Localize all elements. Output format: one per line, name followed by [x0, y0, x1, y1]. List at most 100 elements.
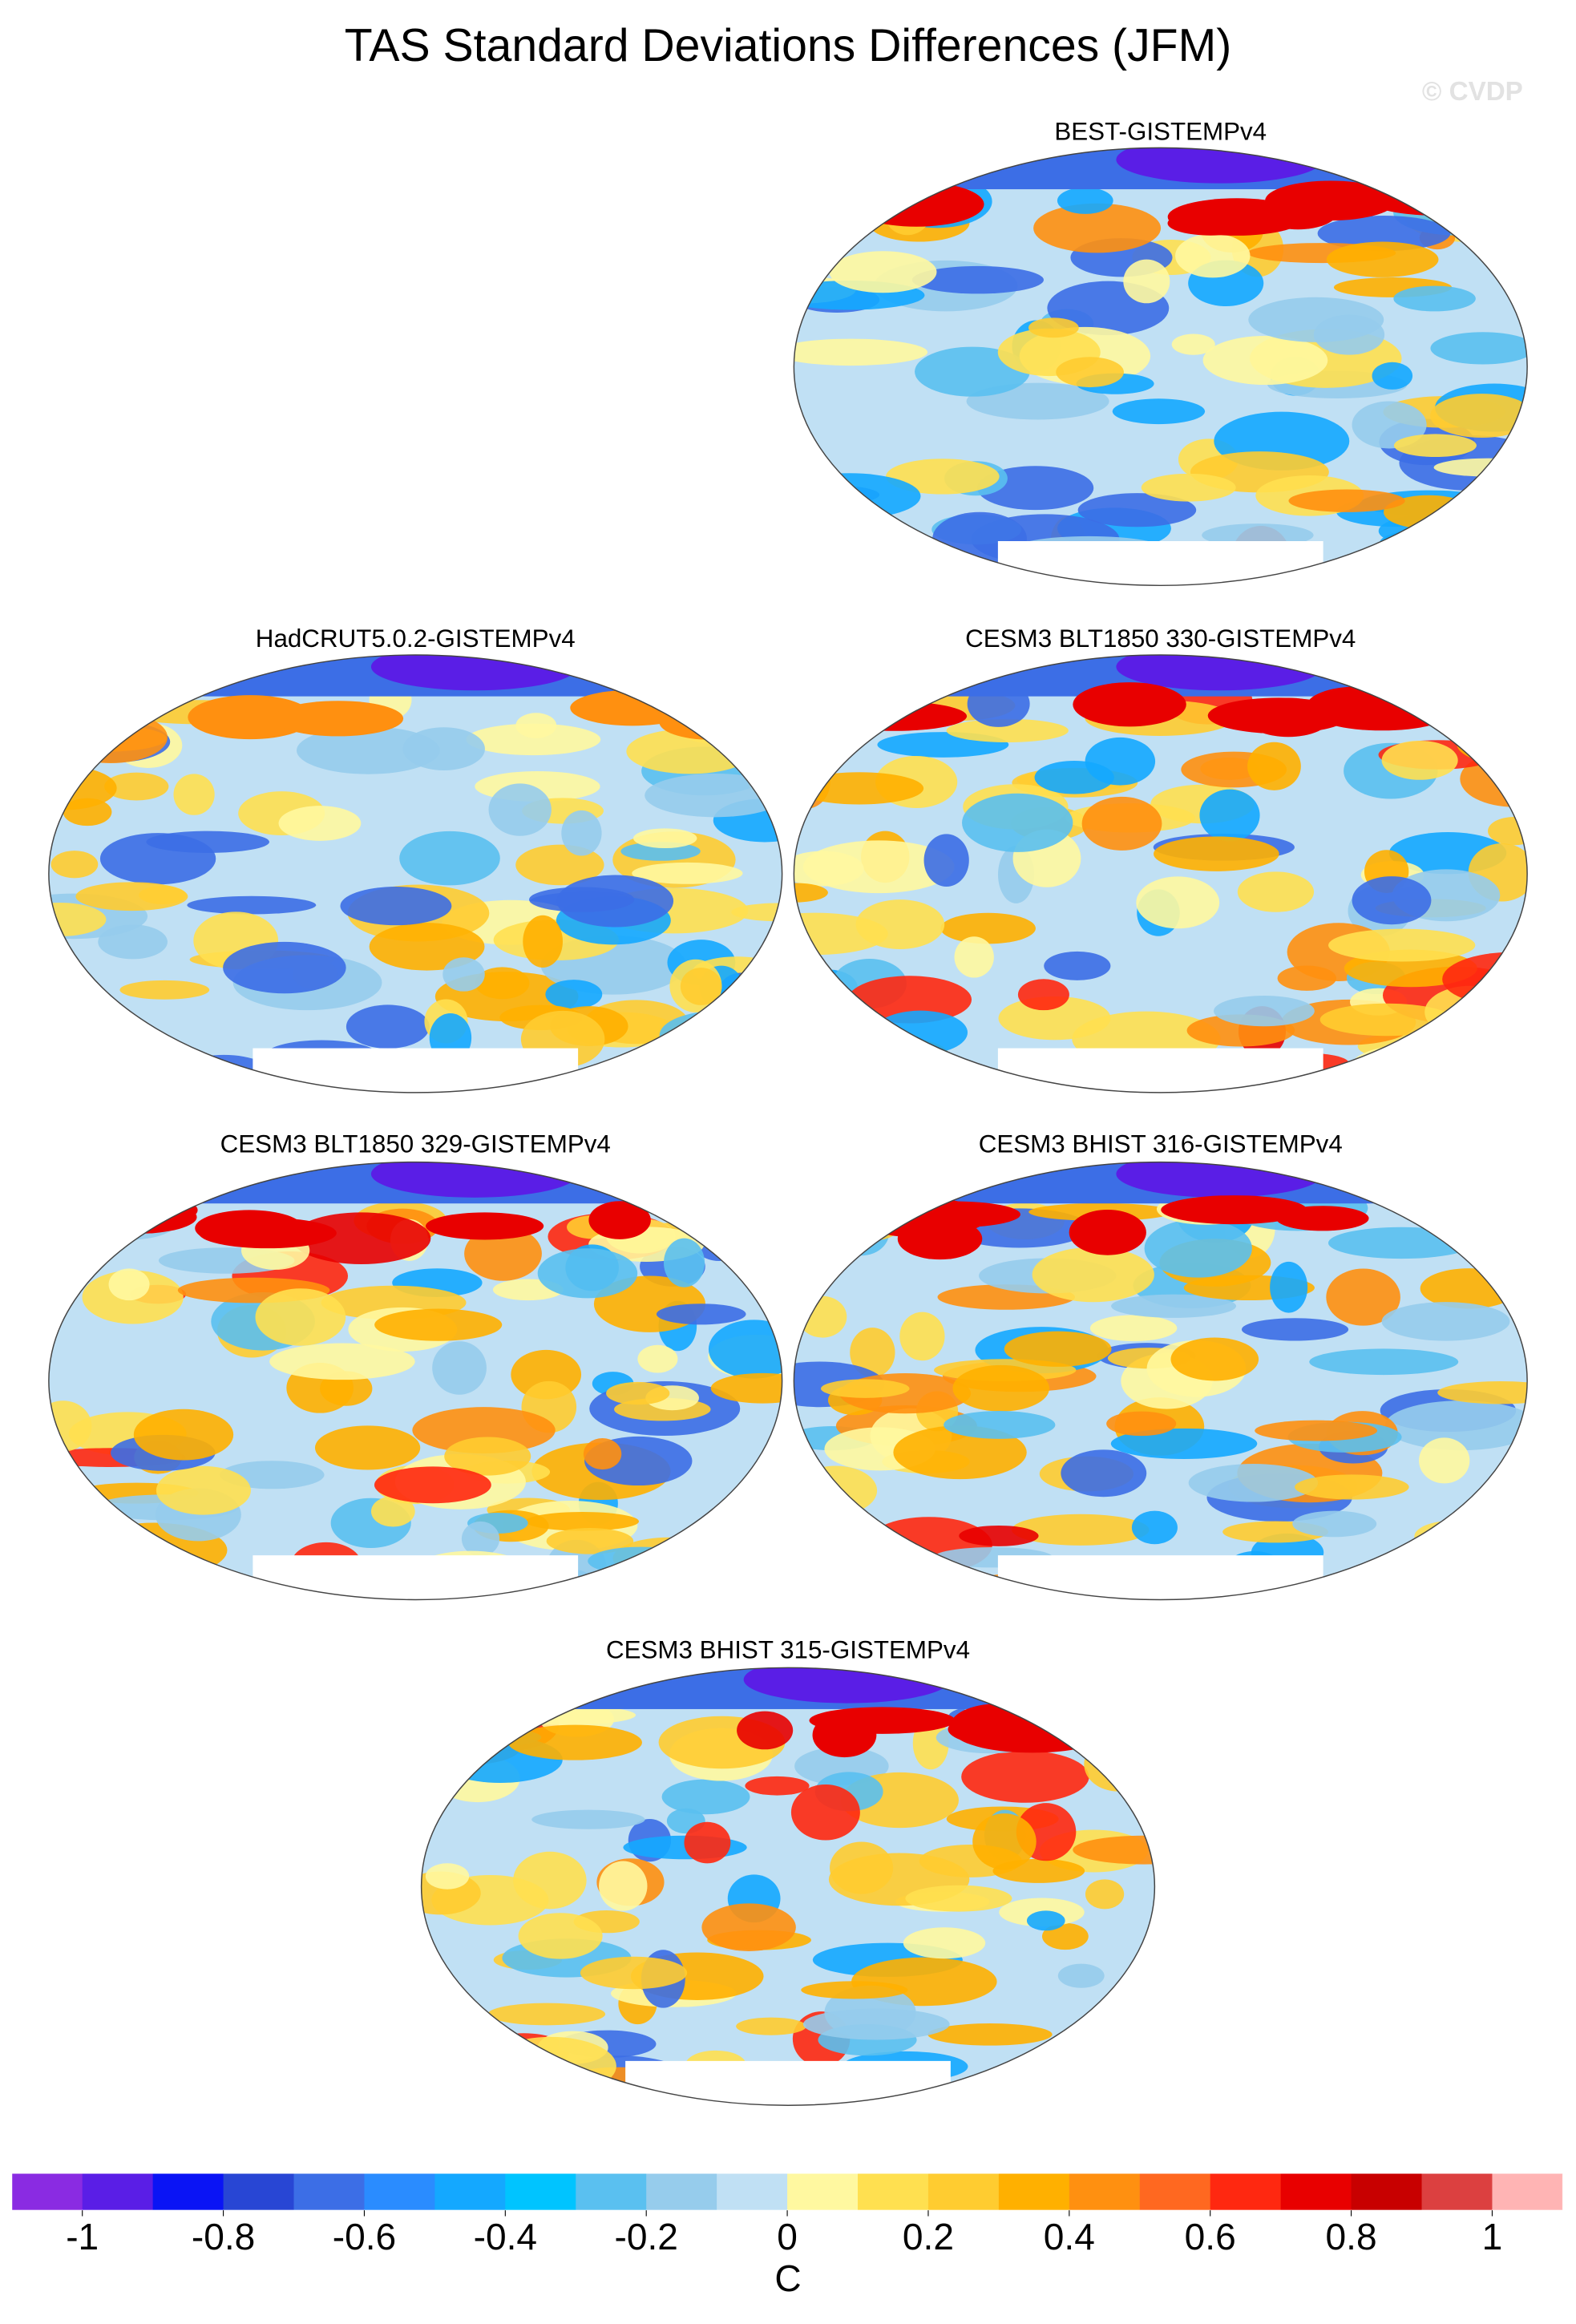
- map: [794, 655, 1528, 1093]
- anomaly-patch: [962, 793, 1073, 852]
- anomaly-patch: [972, 1813, 1037, 1870]
- anomaly-patch: [737, 1711, 794, 1750]
- anomaly-patch: [905, 1885, 1012, 1912]
- anomaly-patch: [374, 1308, 503, 1341]
- anomaly-patch: [806, 1012, 881, 1048]
- anomaly-patch: [922, 2081, 1027, 2106]
- anomaly-patch: [1141, 473, 1236, 502]
- anomaly-patch: [1352, 876, 1432, 925]
- map: [421, 1667, 1155, 2106]
- anomaly-patch: [296, 726, 440, 774]
- anomaly-patch: [1317, 216, 1451, 252]
- antarctic-strip: [794, 1573, 987, 1600]
- anomaly-patch: [444, 1437, 531, 1476]
- anomaly-patch: [561, 810, 602, 856]
- anomaly-patch: [940, 912, 1036, 944]
- anomaly-patch: [659, 1011, 776, 1061]
- panel-title: BEST-GISTEMPv4: [1054, 117, 1267, 145]
- colorbar-tick-label: 0.6: [1185, 2216, 1236, 2257]
- anomaly-patch: [187, 895, 317, 915]
- anomaly-patch: [794, 473, 921, 519]
- anomaly-patch: [833, 1209, 890, 1256]
- anomaly-patch: [794, 1465, 878, 1515]
- anomaly-patch: [804, 544, 946, 564]
- anomaly-patch: [1057, 187, 1113, 214]
- anomaly-patch: [637, 1344, 678, 1373]
- anomaly-patch: [54, 711, 168, 763]
- anomaly-patch: [156, 1465, 251, 1515]
- arctic-warm: [1073, 682, 1186, 727]
- anomaly-patch: [374, 1466, 491, 1504]
- antarctic-missing: [625, 2060, 951, 2106]
- anomaly-patch: [794, 1539, 878, 1582]
- anomaly-patch: [1056, 357, 1124, 388]
- anomaly-patch: [903, 1927, 986, 1959]
- anomaly-patch: [223, 941, 346, 994]
- anomaly-patch: [1277, 965, 1337, 991]
- anomaly-patch: [1136, 876, 1220, 929]
- arctic-warm: [273, 701, 404, 737]
- anomaly-patch: [847, 976, 972, 1024]
- anomaly-patch: [48, 689, 124, 742]
- anomaly-patch: [269, 1343, 415, 1380]
- anomaly-patch: [944, 1411, 1056, 1439]
- anomaly-patch: [466, 723, 601, 756]
- anomaly-patch: [1326, 1268, 1400, 1326]
- anomaly-patch: [794, 505, 859, 537]
- anomaly-patch: [370, 1496, 415, 1527]
- anomaly-patch: [927, 2023, 1053, 2046]
- arctic-core: [1116, 655, 1323, 691]
- anomaly-patch: [794, 534, 855, 575]
- arctic-warm: [588, 1201, 651, 1239]
- colorbar-tick-label: 0.2: [903, 2216, 954, 2257]
- anomaly-patch: [1199, 789, 1260, 842]
- anomaly-patch: [1379, 1037, 1485, 1089]
- anomaly-patch: [488, 783, 552, 836]
- anomaly-patch: [1073, 1835, 1155, 1865]
- anomaly-patch: [1414, 1520, 1493, 1553]
- anomaly-patch: [1430, 394, 1528, 439]
- anomaly-patch: [802, 840, 955, 894]
- anomaly-patch: [798, 1295, 847, 1338]
- anomaly-patch: [1372, 362, 1413, 390]
- colorbar-box: [293, 2173, 366, 2211]
- anomaly-patch: [1352, 401, 1427, 449]
- anomaly-patch: [1430, 332, 1528, 365]
- anomaly-patch: [485, 2036, 616, 2096]
- arctic-warm: [1069, 1209, 1146, 1255]
- anomaly-patch: [346, 1004, 430, 1049]
- anomaly-patch: [537, 1248, 638, 1299]
- arctic-warm: [188, 695, 313, 740]
- colorbar-box: [646, 2173, 717, 2211]
- map: [794, 148, 1528, 586]
- anomaly-patch: [736, 2017, 806, 2035]
- colorbar-box: [1421, 2173, 1493, 2211]
- anomaly-patch: [432, 1341, 487, 1395]
- anomaly-patch: [48, 1023, 168, 1081]
- anomaly-patch: [1106, 1411, 1177, 1437]
- arctic-warm: [822, 701, 968, 731]
- anomaly-patch: [794, 738, 826, 762]
- anomaly-patch: [829, 251, 937, 293]
- anomaly-patch: [1044, 951, 1111, 980]
- antarctic-missing: [997, 1048, 1323, 1093]
- anomaly-patch: [1144, 1219, 1252, 1278]
- colorbar-box: [787, 2173, 859, 2211]
- colorbar-box: [576, 2173, 647, 2211]
- anomaly-patch: [1452, 1004, 1528, 1060]
- anomaly-patch: [710, 1372, 782, 1404]
- anomaly-patch: [421, 1726, 503, 1746]
- anomaly-patch: [1416, 1540, 1483, 1594]
- map-outline: [793, 147, 1528, 587]
- anomaly-patch: [1459, 1227, 1528, 1271]
- colorbar-tick-label: -1: [66, 2216, 99, 2257]
- anomaly-patch: [515, 713, 557, 738]
- anomaly-patch: [523, 915, 563, 968]
- anomaly-patch: [314, 1425, 421, 1470]
- anomaly-patch: [893, 1425, 1027, 1480]
- colorbar-box: [1492, 2173, 1563, 2211]
- anomaly-patch: [710, 1549, 782, 1590]
- arctic-warm: [659, 704, 759, 740]
- watermark: © CVDP: [1422, 77, 1523, 107]
